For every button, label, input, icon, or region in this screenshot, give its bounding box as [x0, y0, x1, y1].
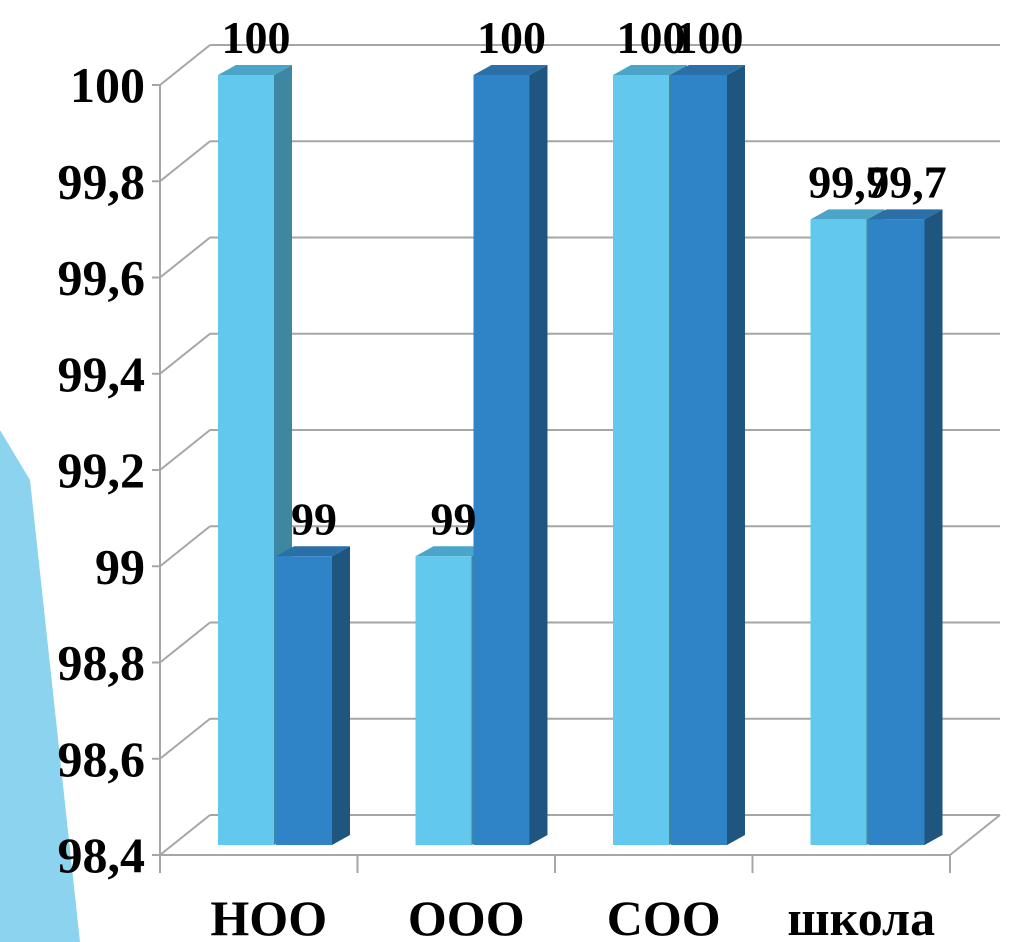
bar-side: [727, 65, 745, 845]
bar: [276, 556, 332, 845]
y-tick-label: 98,6: [58, 731, 146, 787]
x-tick-label: школа: [787, 890, 935, 942]
y-tick-label: 98,4: [58, 827, 146, 883]
bar-top: [218, 65, 292, 75]
bar: [218, 75, 274, 845]
y-tick-label: 100: [70, 57, 145, 113]
bar-top: [415, 546, 490, 557]
gridline-diagonal: [159, 621, 211, 664]
gridline-diagonal: [159, 140, 211, 183]
x-tick-label: ООО: [408, 890, 525, 942]
data-label: 99: [291, 493, 337, 544]
gridline-diagonal: [159, 332, 211, 375]
bar-top: [810, 209, 885, 220]
y-tick-label: 99: [95, 538, 145, 594]
bar: [415, 556, 472, 845]
bar: [671, 75, 727, 845]
bar: [613, 75, 669, 845]
data-label: 100: [675, 12, 744, 63]
x-tick-label: НОО: [210, 890, 327, 942]
bar-top: [276, 546, 350, 557]
gridline-diagonal: [159, 814, 211, 856]
data-label: 100: [477, 12, 546, 63]
y-tick-label: 99,4: [58, 346, 146, 402]
data-label: 100: [617, 12, 686, 63]
x-tick-label: СОО: [607, 890, 721, 942]
gridline-diagonal: [159, 525, 211, 568]
bar: [473, 75, 530, 845]
y-tick-label: 99,2: [58, 442, 146, 498]
data-label: 99,7: [866, 156, 947, 207]
y-tick-label: 99,6: [58, 250, 146, 306]
data-label: 100: [222, 12, 291, 63]
bar: [868, 219, 925, 845]
bar-top: [473, 65, 548, 75]
decorative-stripe: [0, 430, 80, 942]
bar-top: [868, 209, 943, 220]
gridline-diagonal: [159, 717, 211, 760]
gridline-diagonal: [159, 429, 211, 471]
gridline-diagonal: [159, 44, 211, 86]
y-tick-label: 98,8: [58, 635, 146, 691]
gridline-diagonal: [159, 236, 211, 279]
bar-top: [671, 65, 745, 75]
data-label: 99: [431, 493, 477, 544]
bar-side: [924, 209, 943, 845]
bar-side: [529, 65, 548, 845]
floor-edge: [949, 814, 1001, 856]
bar-side: [332, 546, 350, 845]
y-tick-label: 99,8: [58, 153, 146, 209]
data-label: 99,7: [808, 156, 889, 207]
bar: [810, 219, 867, 845]
bar-top: [613, 65, 687, 75]
